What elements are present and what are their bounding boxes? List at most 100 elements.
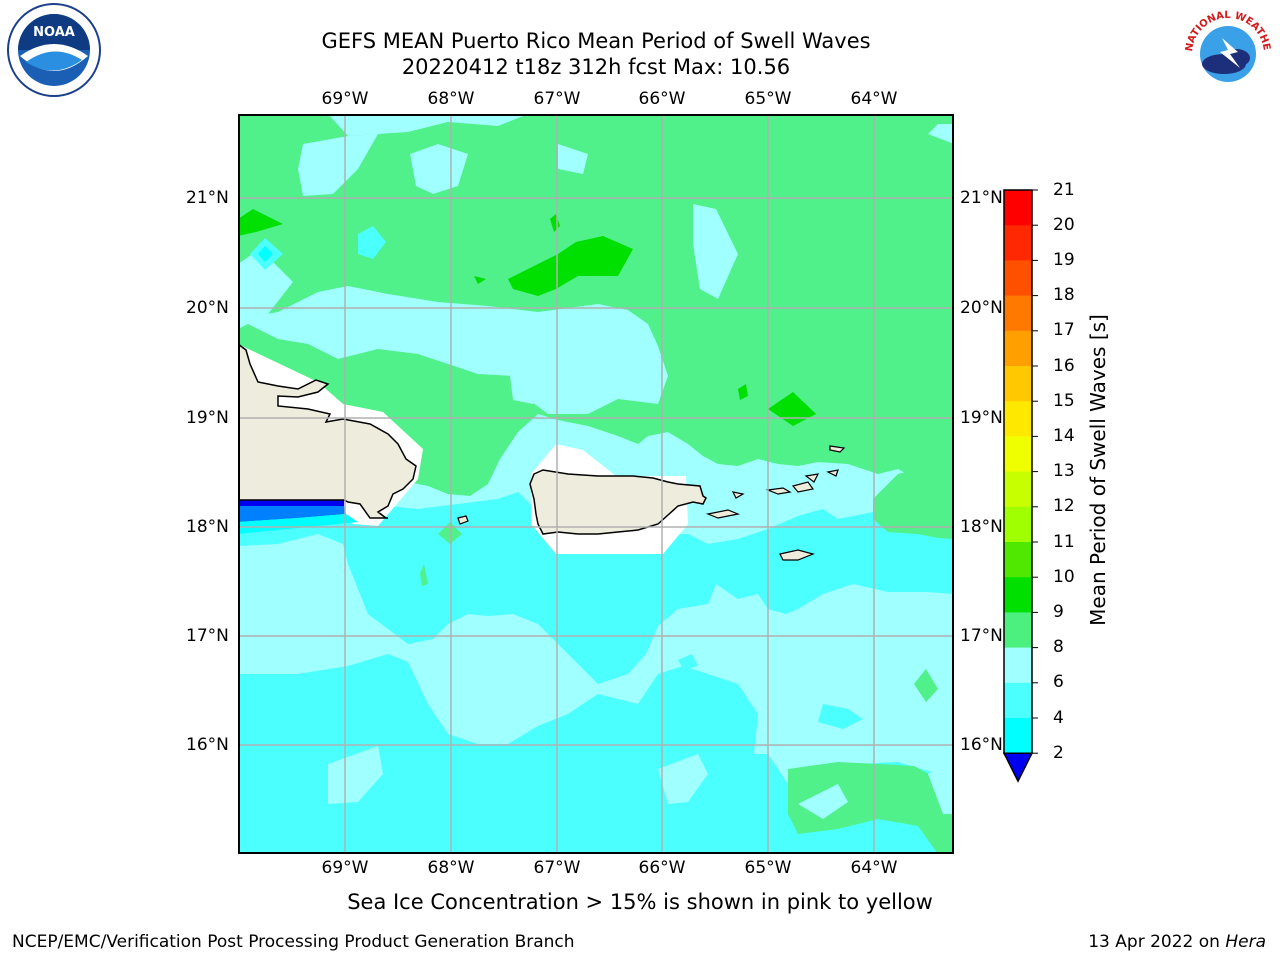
contour-10-11	[738, 384, 748, 400]
contour-8-9	[558, 144, 588, 174]
lon-label-bottom: 67°W	[533, 858, 581, 878]
colorbar-extend-arrow	[1002, 752, 1034, 783]
map-title: GEFS MEAN Puerto Rico Mean Period of Swe…	[321, 29, 871, 53]
contour-10-11	[508, 236, 633, 296]
lat-label-left: 17°N	[186, 626, 229, 646]
colorbar-tick: 8	[1053, 637, 1064, 657]
contour-8-9	[328, 746, 383, 804]
lat-label-right: 19°N	[960, 408, 1003, 428]
lon-label-top: 67°W	[533, 89, 581, 109]
colorbar-band	[1004, 577, 1032, 613]
lat-label-right: 16°N	[960, 735, 1003, 755]
nws-logo: NATIONAL WEATHER SERVICE	[1178, 2, 1272, 96]
contour-9-10	[914, 669, 938, 702]
colorbar-tick: 4	[1053, 708, 1064, 728]
contour-8-9	[358, 226, 386, 259]
contour-6-8	[238, 769, 268, 789]
island	[705, 509, 741, 519]
contour-6-8	[678, 654, 698, 670]
lat-label-right: 17°N	[960, 626, 1003, 646]
colorbar-tick: 19	[1053, 250, 1075, 270]
footer-credit: NCEP/EMC/Verification Post Processing Pr…	[12, 932, 575, 952]
island	[791, 481, 815, 493]
colorbar-tick: 14	[1053, 426, 1075, 446]
colorbar-band	[1004, 260, 1032, 297]
swell-period-map	[238, 114, 954, 854]
hispaniola-land	[238, 343, 417, 519]
lat-label-left: 20°N	[186, 298, 229, 318]
contour-8-9	[410, 144, 468, 194]
colorbar-band	[1004, 190, 1032, 226]
footer-date: 13 Apr 2022 on Hera	[1088, 932, 1266, 952]
colorbar-band	[1004, 647, 1032, 684]
contour-4-6	[238, 514, 358, 534]
contour-4-6	[258, 246, 273, 262]
contour-8-9	[658, 754, 708, 804]
lon-label-bottom: 65°W	[744, 858, 792, 878]
colorbar-label: Mean Period of Swell Waves [s]	[1086, 314, 1110, 626]
colorbar-band	[1004, 506, 1032, 543]
colorbar-band	[1004, 471, 1032, 508]
map-subtitle: 20220412 t18z 312h fcst Max: 10.56	[401, 55, 791, 79]
lon-label-bottom: 66°W	[638, 858, 686, 878]
island	[457, 515, 469, 525]
lat-label-left: 19°N	[186, 408, 229, 428]
lon-label-top: 69°W	[321, 89, 369, 109]
colorbar-band	[1004, 295, 1032, 332]
contour-8-9	[928, 762, 954, 814]
lon-label-bottom: 69°W	[321, 858, 369, 878]
lon-label-top: 66°W	[638, 89, 686, 109]
contour-8-9	[298, 134, 378, 196]
colorbar	[1002, 189, 1038, 783]
colorbar-band	[1004, 436, 1032, 473]
island	[779, 549, 815, 561]
graticule	[238, 114, 954, 854]
lat-label-left: 21°N	[186, 188, 229, 208]
lon-label-bottom: 68°W	[427, 858, 475, 878]
footer-machine: Hera	[1225, 932, 1266, 952]
lat-label-left: 16°N	[186, 735, 229, 755]
colorbar-band	[1004, 366, 1032, 402]
contour-9-10	[438, 522, 462, 544]
contour-2-4	[238, 500, 344, 506]
sea-ice-note: Sea Ice Concentration > 15% is shown in …	[347, 890, 933, 914]
colorbar-tick: 20	[1053, 215, 1075, 235]
contour-8-9	[238, 249, 293, 329]
contour-8-9	[510, 350, 546, 404]
colorbar-tick: 21	[1053, 180, 1075, 200]
colorbar-tick: 15	[1053, 391, 1075, 411]
colorbar-tick: 18	[1053, 285, 1075, 305]
contour-4-6	[238, 506, 346, 522]
contour-9-10	[420, 564, 428, 586]
colorbar-band	[1004, 225, 1032, 261]
noaa-logo-text: NOAA	[33, 25, 75, 40]
contour-10-11	[238, 209, 283, 236]
colorbar-tick: 6	[1053, 672, 1064, 692]
lon-label-bottom: 64°W	[850, 858, 898, 878]
island	[765, 487, 792, 495]
noaa-logo: NOAA	[7, 3, 101, 97]
lat-label-left: 18°N	[186, 517, 229, 537]
footer-date-text: 13 Apr 2022 on	[1088, 932, 1226, 952]
island	[829, 445, 846, 453]
contour-8-9	[693, 204, 738, 299]
colorbar-band	[1004, 682, 1032, 719]
contour-6-8	[238, 654, 954, 854]
lat-label-right: 21°N	[960, 188, 1003, 208]
colorbar-tick: 9	[1053, 602, 1064, 622]
colorbar-tick: 16	[1053, 356, 1075, 376]
map-frame	[238, 114, 954, 854]
lon-label-top: 65°W	[744, 89, 792, 109]
colorbar-tick: 10	[1053, 567, 1075, 587]
lon-label-top: 68°W	[427, 89, 475, 109]
colorbar-band	[1004, 718, 1032, 754]
island	[826, 469, 839, 477]
island	[804, 473, 820, 483]
island	[731, 491, 745, 499]
lat-label-right: 18°N	[960, 517, 1003, 537]
colorbar-tick: 11	[1053, 532, 1075, 552]
lat-label-right: 20°N	[960, 298, 1003, 318]
colorbar-band	[1004, 542, 1032, 578]
contour-8-9	[798, 784, 848, 819]
contour-9-10	[873, 469, 954, 539]
